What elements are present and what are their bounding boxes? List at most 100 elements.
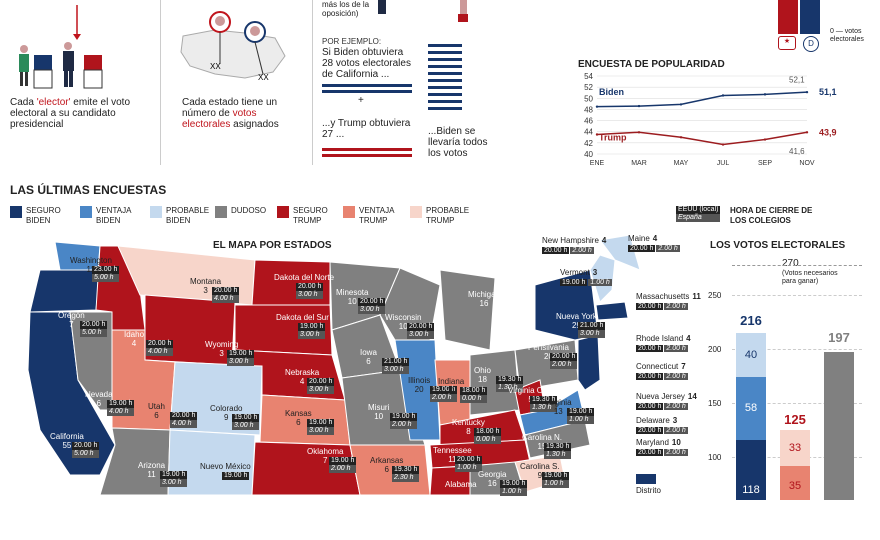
- data-point: [679, 103, 683, 106]
- state-name: Ohio: [474, 366, 491, 375]
- closing-time: 19.30 h 1.30 h: [496, 376, 524, 392]
- side-state-votes: 11: [692, 292, 701, 301]
- closing-time: 20.00 h 3.00 h: [296, 283, 324, 299]
- legend-swatch: [215, 206, 227, 218]
- closing-time-es: 3.00 h: [307, 427, 335, 435]
- state-label: Arizona 11: [138, 461, 165, 479]
- divider: [160, 0, 161, 165]
- closing-time: 18.00 h 0.00 h: [474, 428, 502, 444]
- side-state-votes: 14: [687, 392, 697, 401]
- map-maine[interactable]: [599, 234, 640, 271]
- map-oregon[interactable]: [29, 269, 101, 313]
- closing-time-us: 20.00 h: [550, 353, 578, 361]
- closing-time: 19.00 h 2.00 h: [430, 386, 458, 402]
- data-point: [637, 131, 641, 134]
- side-state-votes: 3: [592, 268, 598, 277]
- side-closing-us: 19.00 h: [560, 279, 588, 286]
- x-tick-label: MAY: [674, 160, 689, 167]
- side-state-label: Connecticut 7 20.00 h 2.00 h: [636, 362, 688, 381]
- closing-time: 18.00 h 0.00 h: [460, 387, 488, 403]
- data-point: [805, 131, 809, 134]
- closing-time-es: 3.00 h: [578, 330, 606, 338]
- closing-time-us: 19.00 h: [160, 471, 188, 479]
- closing-time-us: 18.00 h: [460, 387, 488, 395]
- state-votes: 15: [537, 442, 547, 451]
- data-point: [595, 105, 599, 108]
- state-votes: 29: [572, 321, 581, 330]
- state-name: Idaho: [124, 330, 145, 339]
- series-line-biden: [596, 91, 808, 108]
- side-state-label: Distrito: [636, 486, 664, 495]
- tz-es: España: [676, 214, 721, 222]
- map-oklahoma[interactable]: [251, 441, 361, 495]
- state-votes: 20: [414, 385, 424, 394]
- map-arkansas[interactable]: [349, 444, 431, 495]
- closing-time-es: 3.00 h: [358, 306, 386, 314]
- electoral-title: LOS VOTOS ELECTORALES: [710, 240, 846, 251]
- closing-time-es: 1.30 h: [530, 404, 558, 412]
- state-name: California: [50, 432, 84, 441]
- gop-icon: ★: [778, 36, 796, 50]
- side-closing-es: 2.00 h: [664, 303, 688, 310]
- state-label: Illinois 20: [408, 376, 430, 394]
- timezone-key: EEUU (local) España: [676, 206, 721, 222]
- data-point: [721, 143, 725, 146]
- state-name: Nuevo México: [200, 462, 251, 471]
- closing-time-es: 3.00 h: [227, 358, 255, 366]
- closing-time: 20.00 h 4.00 h: [146, 340, 174, 356]
- side-state-votes: 4: [652, 234, 658, 243]
- state-label: Idaho 4: [124, 330, 144, 348]
- state-votes: 12: [86, 265, 96, 274]
- side-state-votes: 10: [671, 438, 681, 447]
- state-votes: 16: [479, 299, 489, 308]
- closing-time-es: 4.00 h: [107, 408, 135, 416]
- closing-time-us: 21.00 h: [382, 358, 410, 366]
- dudoso-total: 197: [828, 330, 850, 345]
- popularity-title: ENCUESTA DE POPULARIDAD: [578, 59, 725, 70]
- state-name: Colorado: [210, 404, 243, 413]
- side-state-votes: 7: [681, 362, 686, 371]
- side-closing-us: 20.00 h: [628, 245, 656, 252]
- xx-left: XX: [210, 62, 221, 71]
- needed-note: (Votos necesarios para ganar): [782, 270, 838, 285]
- needed-value: 270: [782, 258, 799, 269]
- state-name: Nueva York: [556, 312, 597, 321]
- closing-time-us: 19.00 h: [107, 400, 135, 408]
- closing-time: 19.00 h 3.00 h: [227, 350, 255, 366]
- closing-time-us: 20.00 h: [146, 340, 174, 348]
- map-massachusetts[interactable]: [595, 301, 629, 321]
- series-line-trump: [596, 131, 808, 146]
- state-name: Oklahoma: [307, 447, 344, 456]
- map-nueva-jersey[interactable]: [577, 334, 601, 391]
- closing-time: 19.00 h 4.00 h: [107, 400, 135, 416]
- closing-time-es: 3.00 h: [296, 291, 324, 299]
- biden-ventaja-bar: 58: [736, 377, 766, 440]
- data-point: [805, 90, 809, 94]
- map-michigan[interactable]: [439, 269, 496, 351]
- closing-time: 19.00 h 3.00 h: [307, 419, 335, 435]
- tz-label: HORA DE CIERRE DE LOS COLEGIOS: [730, 206, 813, 225]
- distrito-swatch: [636, 474, 656, 484]
- state-name: Pensilvania: [528, 343, 569, 352]
- legend-label: PROBABLE BIDEN: [166, 206, 210, 225]
- state-name: Arkansas: [370, 456, 404, 465]
- closing-time: 19.30 h 1.30 h: [544, 443, 572, 459]
- map-new-hampshire[interactable]: [589, 254, 616, 303]
- state-votes: 8: [466, 427, 471, 436]
- side-state-name: Delaware: [636, 416, 670, 425]
- closing-time-us: 19.00 h: [232, 414, 260, 422]
- example-biden: Si Biden obtuviera 28 votos electorales …: [322, 47, 411, 80]
- state-name: Dakota del Sur: [276, 313, 329, 322]
- plus-sign: +: [358, 95, 364, 106]
- state-name: Wisconsin: [385, 313, 422, 322]
- state-label: Nevada 6: [85, 390, 113, 408]
- map-wisconsin[interactable]: [379, 267, 441, 341]
- state-name: Wyoming: [205, 340, 239, 349]
- state-name: Carolina S.: [520, 462, 560, 471]
- closing-time-es: 5.00 h: [72, 450, 100, 458]
- map-carolina-n[interactable]: [524, 419, 591, 459]
- closing-time: 20.00 h 1.00 h: [455, 456, 483, 472]
- example-result: ...Biden se llevaría todos los votos: [428, 126, 488, 159]
- map-arizona[interactable]: [99, 427, 171, 495]
- closing-time-us: 19.00 h: [329, 457, 357, 465]
